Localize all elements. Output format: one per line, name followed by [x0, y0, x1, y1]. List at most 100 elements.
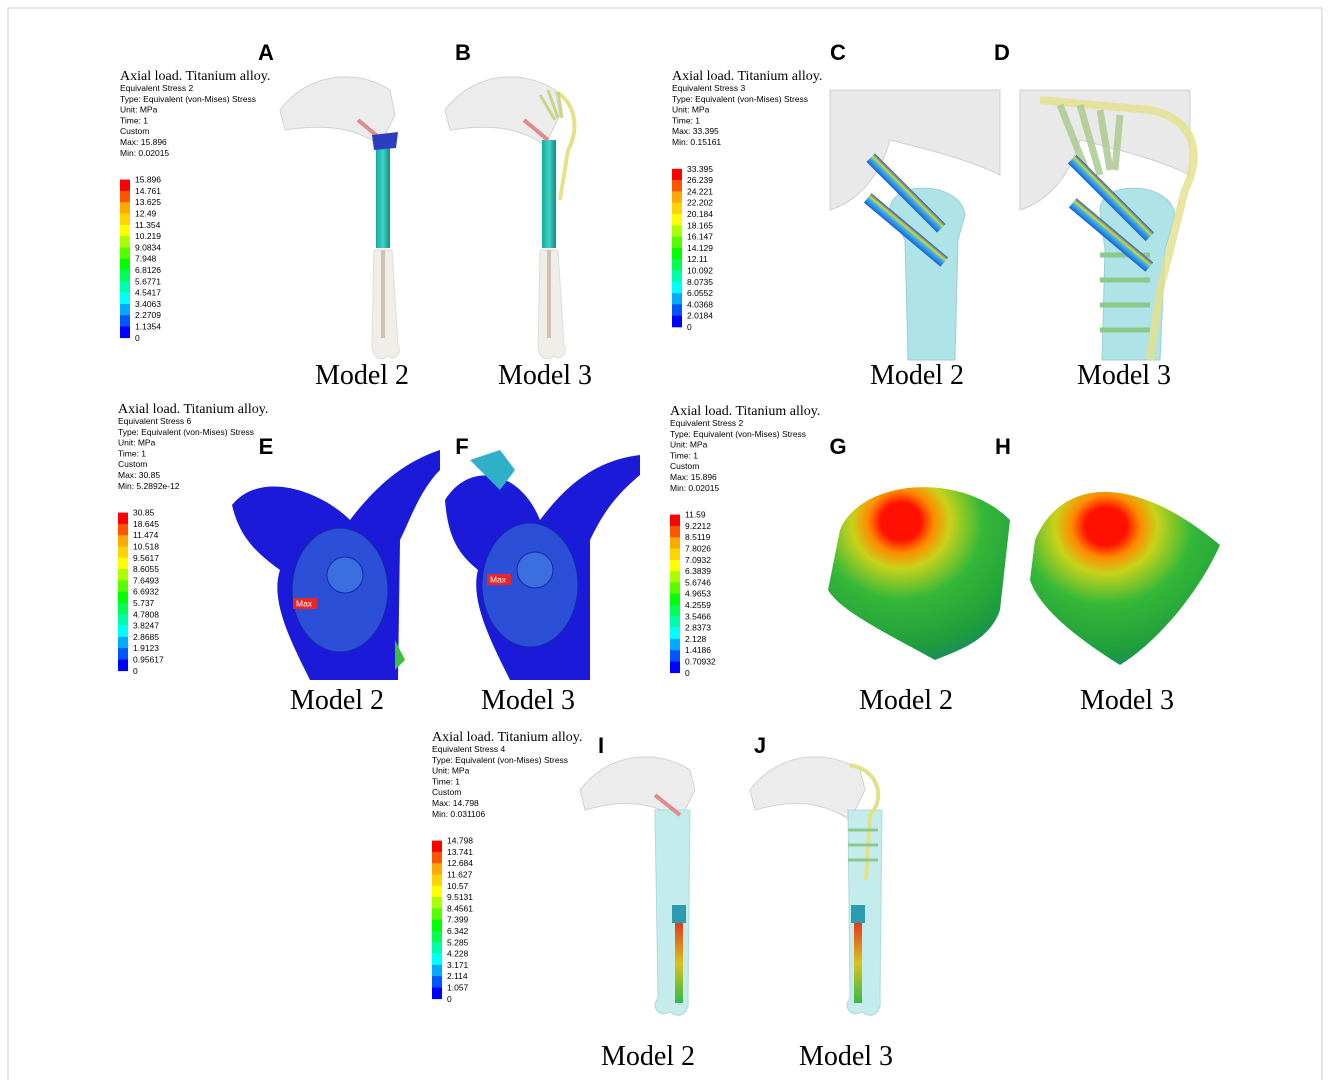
colorbar-swatch — [432, 852, 442, 864]
colorbar-label: 2.0184 — [687, 311, 713, 321]
colorbar-label: 0.70932 — [685, 657, 716, 667]
colorbar-label: 26.239 — [687, 175, 713, 185]
max-label: Max — [490, 575, 507, 585]
colorbar-swatch — [118, 648, 128, 660]
figure: ABCDEFGHIJModel 2Model 3Model 2Model 3Mo… — [0, 0, 1330, 1080]
panel-label: B — [455, 40, 471, 65]
model-caption: Model 3 — [481, 685, 575, 716]
model-caption: Model 2 — [870, 360, 964, 391]
legend-line: Min: 5.2892e-12 — [118, 481, 180, 491]
colorbar-swatch — [120, 202, 130, 214]
colorbar-swatch — [672, 304, 682, 316]
legend-line: Custom — [432, 787, 461, 797]
colorbar-swatch — [432, 965, 442, 977]
colorbar-swatch — [118, 547, 128, 559]
model-caption: Model 3 — [498, 360, 592, 391]
colorbar-label: 9.2212 — [685, 521, 711, 531]
legend-line: Time: 1 — [670, 450, 698, 460]
model-caption: Model 3 — [799, 1041, 893, 1072]
colorbar-label: 9.5131 — [447, 892, 473, 902]
legend-line: Custom — [670, 461, 699, 471]
legend-title: Axial load. Titanium alloy. — [120, 69, 270, 84]
colorbar-label: 7.948 — [135, 254, 157, 264]
colorbar-swatch — [432, 886, 442, 898]
colorbar-label: 0 — [685, 668, 690, 678]
colorbar-label: 11.59 — [685, 510, 706, 520]
panel-label: J — [754, 733, 766, 758]
colorbar-swatch — [670, 549, 680, 561]
panel-label: E — [259, 434, 274, 459]
colorbar-label: 6.8126 — [135, 265, 161, 275]
legend-title: Axial load. Titanium alloy. — [118, 402, 268, 417]
legend-title: Axial load. Titanium alloy. — [672, 69, 822, 84]
colorbar-label: 8.0735 — [687, 277, 713, 287]
colorbar-label: 12.49 — [135, 209, 157, 219]
colorbar-label: 2.128 — [685, 634, 707, 644]
panel-label: G — [829, 434, 846, 459]
colorbar-label: 8.4561 — [447, 903, 473, 913]
colorbar-label: 0.95617 — [133, 655, 164, 665]
colorbar-swatch — [118, 580, 128, 592]
colorbar-swatch — [670, 628, 680, 640]
colorbar-swatch — [432, 841, 442, 853]
colorbar-swatch — [118, 637, 128, 649]
legend-line: Min: 0.02015 — [120, 148, 169, 158]
colorbar-label: 5.737 — [133, 598, 155, 608]
colorbar-swatch — [120, 270, 130, 282]
figure-art — [232, 77, 1220, 1015]
legend-line: Min: 0.02015 — [670, 483, 719, 493]
colorbar-swatch — [670, 616, 680, 628]
legend-line: Unit: MPa — [118, 438, 156, 448]
colorbar-label: 30.85 — [133, 508, 155, 518]
colorbar-label: 5.6746 — [685, 577, 711, 587]
legend-line: Max: 33.395 — [672, 126, 719, 136]
model-caption: Model 2 — [315, 360, 409, 391]
colorbar-swatch — [670, 662, 680, 674]
colorbar-label: 2.8685 — [133, 632, 159, 642]
model-caption: Model 2 — [290, 685, 384, 716]
colorbar-swatch — [672, 282, 682, 294]
colorbar-label: 10.57 — [447, 881, 469, 891]
legend-line: Equivalent Stress 2 — [120, 83, 194, 93]
colorbar-swatch — [118, 558, 128, 570]
legend-line: Time: 1 — [672, 115, 700, 125]
colorbar-swatch — [118, 592, 128, 604]
colorbar-swatch — [120, 191, 130, 203]
colorbar-swatch — [118, 603, 128, 615]
legend-line: Type: Equivalent (von-Mises) Stress — [120, 94, 256, 104]
colorbar-swatch — [672, 191, 682, 203]
legend-line: Type: Equivalent (von-Mises) Stress — [670, 429, 806, 439]
panel-label: F — [455, 434, 468, 459]
colorbar-label: 7.0932 — [685, 555, 711, 565]
panel-label: D — [994, 40, 1010, 65]
colorbar-label: 11.627 — [447, 870, 473, 880]
colorbar-swatch — [672, 271, 682, 283]
panel-label: A — [258, 40, 274, 65]
colorbar-swatch — [670, 537, 680, 549]
colorbar-swatch — [432, 976, 442, 988]
colorbar-label: 1.9123 — [133, 643, 159, 653]
colorbar-label: 4.228 — [447, 949, 469, 959]
colorbar-label: 5.285 — [447, 937, 469, 947]
colorbar-swatch — [120, 281, 130, 293]
panel-label: H — [995, 434, 1011, 459]
colorbar-swatch — [432, 954, 442, 966]
colorbar-swatch — [118, 513, 128, 525]
legend-line: Type: Equivalent (von-Mises) Stress — [118, 427, 254, 437]
legend-line: Equivalent Stress 4 — [432, 744, 506, 754]
colorbar-swatch — [118, 535, 128, 547]
colorbar-label: 11.474 — [133, 530, 159, 540]
colorbar-label: 3.171 — [447, 960, 469, 970]
colorbar-label: 2.2709 — [135, 310, 161, 320]
colorbar-swatch — [118, 626, 128, 638]
colorbar-label: 5.6771 — [135, 276, 161, 286]
colorbar-label: 20.184 — [687, 209, 713, 219]
colorbar-swatch — [672, 237, 682, 249]
colorbar-label: 2.8373 — [685, 623, 711, 633]
colorbar-label: 13.625 — [135, 197, 161, 207]
colorbar-swatch — [118, 569, 128, 581]
legend-title: Axial load. Titanium alloy. — [670, 404, 820, 419]
colorbar-label: 1.1354 — [135, 322, 161, 332]
colorbar-swatch — [672, 169, 682, 181]
colorbar-label: 12.684 — [447, 858, 473, 868]
